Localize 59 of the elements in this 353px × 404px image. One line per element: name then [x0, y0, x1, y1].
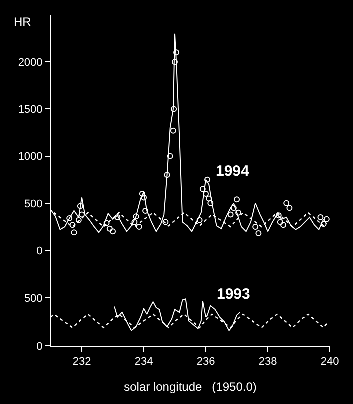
- point: [277, 219, 284, 226]
- point: [230, 205, 237, 212]
- y-tick-label: 2000: [18, 56, 43, 69]
- point: [71, 230, 78, 236]
- point: [133, 214, 140, 220]
- point: [206, 196, 212, 202]
- y-tick-label: 0: [36, 340, 43, 353]
- point: [106, 226, 113, 232]
- point: [164, 172, 170, 178]
- point: [162, 219, 169, 226]
- y-axis-title: HR: [14, 15, 32, 29]
- point: [324, 216, 330, 222]
- point: [142, 208, 149, 214]
- x-tick-label: 236: [196, 356, 216, 368]
- point: [280, 222, 286, 228]
- point: [276, 212, 282, 219]
- point: [114, 214, 121, 221]
- point: [77, 203, 84, 210]
- point: [172, 59, 178, 66]
- point: [139, 190, 146, 197]
- point: [320, 221, 327, 228]
- point: [174, 50, 180, 56]
- point: [318, 214, 324, 221]
- point: [79, 212, 85, 218]
- x-axis-title: solar longitude (1950.0): [124, 380, 257, 394]
- point: [110, 228, 116, 235]
- point: [228, 212, 234, 218]
- point: [104, 220, 110, 226]
- point: [200, 186, 206, 192]
- y-tick-label: 1500: [18, 104, 43, 116]
- annotation: 1994: [216, 163, 250, 180]
- point: [234, 196, 240, 203]
- y-tick-label: 500: [24, 198, 43, 210]
- y-tick-label: 500: [24, 293, 43, 306]
- y-tick-label: 1000: [18, 151, 43, 164]
- point: [171, 106, 178, 112]
- point: [252, 224, 259, 230]
- point: [203, 190, 209, 197]
- x-tick-label: 232: [72, 356, 92, 368]
- point: [70, 222, 76, 228]
- point: [141, 194, 147, 201]
- point: [284, 200, 290, 206]
- point: [286, 205, 293, 212]
- x-tick-label: 240: [320, 356, 340, 368]
- point: [236, 210, 242, 216]
- point: [132, 219, 138, 226]
- point: [66, 215, 73, 222]
- x-tick-label: 234: [134, 356, 154, 368]
- x-tick-label: 238: [258, 356, 278, 368]
- point: [204, 176, 211, 183]
- point: [196, 217, 203, 224]
- point: [256, 230, 262, 237]
- point: [170, 128, 176, 134]
- point: [167, 153, 174, 160]
- y-tick-label: 0: [36, 245, 43, 258]
- annotation: 1993: [217, 286, 250, 303]
- point: [136, 224, 142, 230]
- point: [208, 200, 214, 206]
- point: [76, 217, 82, 224]
